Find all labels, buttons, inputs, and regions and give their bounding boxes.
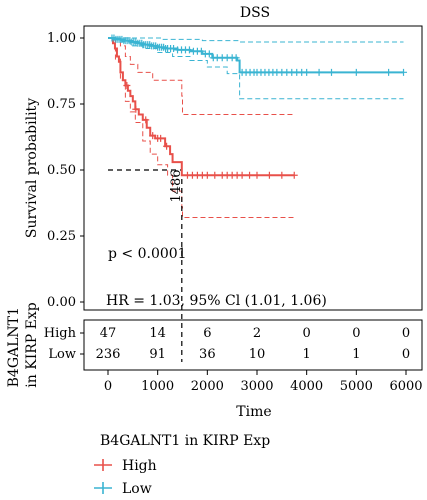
censor-mark-high bbox=[149, 132, 157, 140]
risk-table-ylabel-line1: B4GALNT1 bbox=[6, 307, 22, 387]
x-tick-label: 6000 bbox=[389, 379, 422, 394]
risk-count-high: 6 bbox=[203, 326, 211, 341]
survival-plot-panel: 0.00 0.25 0.50 0.75 1.00 1486 p < 0.0001 HR … bbox=[24, 25, 423, 362]
censor-mark-low bbox=[352, 68, 360, 76]
legend: B4GALNT1 in KIRP Exp High Low bbox=[94, 433, 270, 497]
censor-mark-low bbox=[400, 68, 408, 76]
ci-lower-high bbox=[108, 37, 295, 219]
risk-group-label-low: Low bbox=[48, 347, 76, 362]
y-tick-label: 0.50 bbox=[47, 163, 76, 178]
censor-mark-low bbox=[328, 68, 335, 76]
y-tick-label: 0.25 bbox=[47, 229, 76, 244]
risk-count-low: 1 bbox=[352, 347, 360, 362]
median-survival-lines bbox=[108, 169, 183, 362]
median-time-label: 1486 bbox=[169, 169, 184, 202]
censor-mark-high bbox=[253, 171, 261, 179]
censor-mark-low bbox=[315, 68, 323, 76]
censor-mark-high bbox=[246, 171, 254, 179]
censor-mark-low bbox=[185, 46, 193, 54]
censor-mark-high bbox=[278, 171, 286, 179]
x-axis-label: Time bbox=[236, 404, 271, 420]
censor-mark-high bbox=[142, 116, 150, 124]
censor-mark-high bbox=[132, 105, 140, 113]
risk-count-low: 36 bbox=[199, 347, 216, 362]
legend-label-low: Low bbox=[122, 481, 152, 497]
y-axis: 0.00 0.25 0.50 0.75 1.00 bbox=[47, 31, 84, 310]
hazard-ratio-annotation: HR = 1.03, 95% Cl (1.01, 1.06) bbox=[106, 293, 327, 309]
p-value-annotation: p < 0.0001 bbox=[108, 246, 187, 262]
risk-table-group-labels: High Low bbox=[44, 326, 84, 362]
legend-title: B4GALNT1 in KIRP Exp bbox=[100, 433, 270, 449]
censor-mark-high bbox=[238, 171, 246, 179]
risk-count-low: 0 bbox=[402, 347, 410, 362]
risk-count-low: 91 bbox=[149, 347, 166, 362]
censor-mark-low bbox=[170, 45, 178, 53]
p-value-text: p < 0.0001 bbox=[108, 246, 187, 262]
chart-title: DSS bbox=[240, 5, 270, 21]
censor-mark-low bbox=[303, 68, 311, 76]
censor-mark-high bbox=[265, 171, 273, 179]
x-tick-label: 4000 bbox=[290, 379, 323, 394]
survival-curves bbox=[108, 37, 404, 177]
censor-mark-low bbox=[385, 68, 393, 76]
risk-count-high: 0 bbox=[352, 326, 360, 341]
censor-mark-high bbox=[123, 82, 131, 90]
x-axis: 0 1000 2000 3000 4000 5000 6000 bbox=[104, 370, 423, 394]
ci-lower-low bbox=[108, 37, 404, 100]
y-tick-label: 0.00 bbox=[47, 295, 76, 310]
x-tick-label: 2000 bbox=[191, 379, 224, 394]
censor-marks bbox=[108, 34, 408, 179]
risk-count-high: 0 bbox=[303, 326, 311, 341]
y-axis-label: Survival probability bbox=[24, 98, 40, 238]
confidence-bands bbox=[108, 37, 404, 219]
censor-mark-low bbox=[232, 54, 240, 62]
risk-table-ylabel: B4GALNT1 in KIRP Exp bbox=[6, 302, 40, 387]
x-tick-label: 3000 bbox=[240, 379, 273, 394]
risk-table-ylabel-line2: in KIRP Exp bbox=[24, 302, 40, 387]
risk-table-frame bbox=[83, 319, 423, 371]
risk-count-low: 10 bbox=[249, 347, 266, 362]
y-tick-label: 1.00 bbox=[47, 31, 76, 46]
legend-items: High Low bbox=[94, 458, 157, 497]
ci-upper-high bbox=[108, 37, 295, 116]
risk-count-low: 236 bbox=[96, 347, 121, 362]
risk-group-label-high: High bbox=[44, 326, 77, 341]
ci-upper-low bbox=[108, 37, 404, 43]
censor-mark-low bbox=[197, 47, 205, 55]
censor-mark-high bbox=[157, 134, 165, 142]
plot-frame bbox=[83, 25, 423, 311]
legend-label-high: High bbox=[122, 458, 157, 474]
risk-count-high: 47 bbox=[100, 326, 117, 341]
censor-mark-low bbox=[205, 50, 213, 58]
risk-count-high: 2 bbox=[253, 326, 261, 341]
censor-mark-high bbox=[211, 171, 219, 179]
legend-item-low: Low bbox=[94, 481, 152, 497]
y-tick-label: 0.75 bbox=[47, 97, 76, 112]
risk-count-high: 14 bbox=[149, 326, 166, 341]
x-tick-label: 5000 bbox=[340, 379, 373, 394]
legend-item-high: High bbox=[94, 458, 157, 474]
censor-mark-high bbox=[163, 142, 171, 150]
risk-count-low: 1 bbox=[303, 347, 311, 362]
risk-count-high: 0 bbox=[402, 326, 410, 341]
x-tick-label: 0 bbox=[104, 379, 112, 394]
censor-mark-high bbox=[290, 171, 298, 179]
survival-curve-low bbox=[108, 37, 404, 74]
x-tick-label: 1000 bbox=[141, 379, 174, 394]
censor-mark-high bbox=[203, 171, 211, 179]
